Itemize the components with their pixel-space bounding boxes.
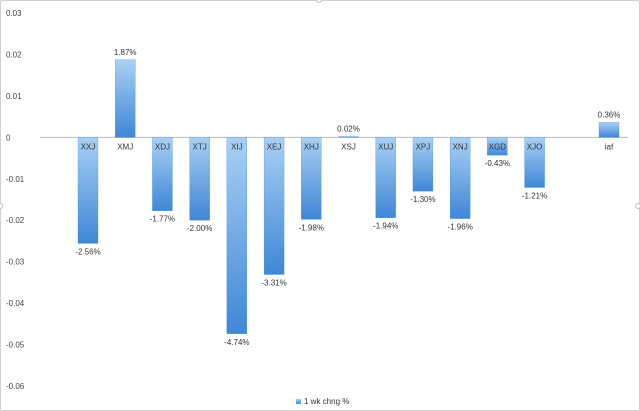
bar <box>598 122 620 138</box>
bar <box>449 137 471 219</box>
bar <box>189 137 210 221</box>
bar <box>524 137 545 188</box>
y-tick-label: -0.03 <box>6 258 25 267</box>
y-tick-label: 0.01 <box>6 92 22 101</box>
data-label: -1.21% <box>522 191 547 200</box>
data-label: -2.00% <box>187 224 212 233</box>
category-label: XEJ <box>267 142 282 151</box>
data-label: 0.02% <box>337 125 360 134</box>
category-label: XMJ <box>117 142 133 151</box>
bar <box>412 137 434 192</box>
y-tick-label: -0.02 <box>6 216 25 225</box>
y-tick-label: 0 <box>6 133 11 142</box>
category-label: XIJ <box>231 142 243 151</box>
bar <box>115 59 136 138</box>
resize-handle-left[interactable] <box>0 203 3 209</box>
y-tick-label: 0.02 <box>6 50 22 59</box>
bar <box>226 137 248 334</box>
data-label: -2.56% <box>75 247 100 256</box>
category-label: iaf <box>605 142 614 151</box>
data-label: -0.43% <box>485 159 510 168</box>
category-label: XSJ <box>341 142 356 151</box>
bar <box>301 137 322 220</box>
y-axis-ticks: 0.03 0.02 0.01 0 -0.01 -0.02 -0.03 -0.04 -0.05 -0… <box>6 9 25 391</box>
category-label: XUJ <box>378 142 393 151</box>
legend-swatch <box>296 399 301 404</box>
data-label: -1.94% <box>373 222 398 231</box>
data-label: -4.74% <box>224 338 249 347</box>
bar <box>338 136 359 138</box>
data-label: 0.36% <box>598 110 621 119</box>
data-labels: -2.56% 1.87% -1.77% -2.00% -4.74% -3.31% -1.98… <box>75 48 620 347</box>
data-label: -1.77% <box>150 215 175 224</box>
category-label: XGD <box>489 142 507 151</box>
y-tick-label: -0.06 <box>6 382 25 391</box>
data-label: -3.31% <box>261 279 286 288</box>
category-label: XPJ <box>416 142 431 151</box>
resize-handle-top[interactable] <box>316 0 322 3</box>
bar <box>263 137 285 275</box>
resize-handle-right[interactable] <box>635 203 640 209</box>
legend-label: 1 wk chng % <box>304 397 349 406</box>
y-tick-label: -0.04 <box>6 299 25 308</box>
data-label: -1.30% <box>410 195 435 204</box>
data-label: -1.96% <box>447 223 472 232</box>
y-tick-label: -0.01 <box>6 175 25 184</box>
bar <box>487 137 508 156</box>
bar <box>375 137 396 218</box>
bar <box>77 137 99 244</box>
bar <box>152 137 173 211</box>
category-labels: XXJ XMJ XDJ XTJ XIJ XEJ XHJ XSJ XUJ XPJ XNJ XGD XJO i… <box>81 142 614 151</box>
bars <box>77 59 620 334</box>
category-label: XHJ <box>304 142 319 151</box>
y-tick-label: 0.03 <box>6 9 22 18</box>
y-tick-label: -0.05 <box>6 341 25 350</box>
category-label: XNJ <box>453 142 468 151</box>
data-label: -1.98% <box>299 223 324 232</box>
category-label: XDJ <box>155 142 170 151</box>
category-label: XXJ <box>81 142 96 151</box>
legend: 1 wk chng % <box>296 397 349 406</box>
data-label: 1.87% <box>114 48 137 57</box>
category-label: XTJ <box>193 142 207 151</box>
category-label: XJO <box>527 142 543 151</box>
